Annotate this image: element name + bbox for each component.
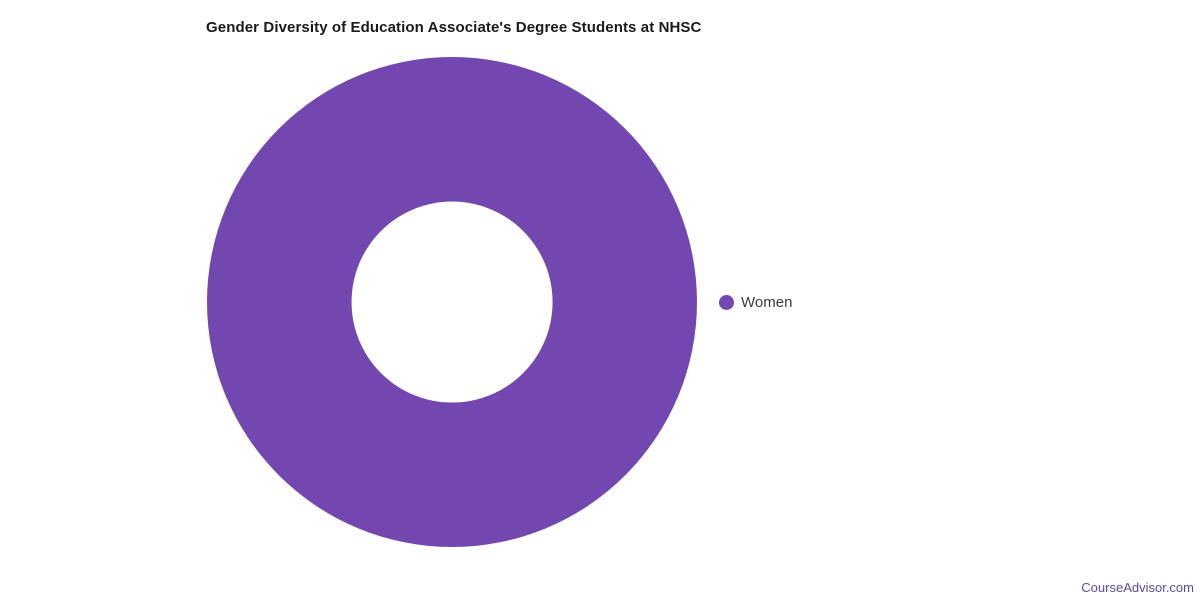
legend-marker-icon — [719, 295, 734, 310]
legend: Women — [719, 294, 792, 311]
legend-item-women[interactable]: Women — [719, 294, 792, 311]
chart-title: Gender Diversity of Education Associate'… — [206, 19, 702, 36]
watermark-link[interactable]: CourseAdvisor.com — [1081, 580, 1194, 595]
legend-label: Women — [741, 294, 793, 311]
donut-chart[interactable] — [207, 57, 697, 547]
donut-hole — [351, 201, 553, 403]
